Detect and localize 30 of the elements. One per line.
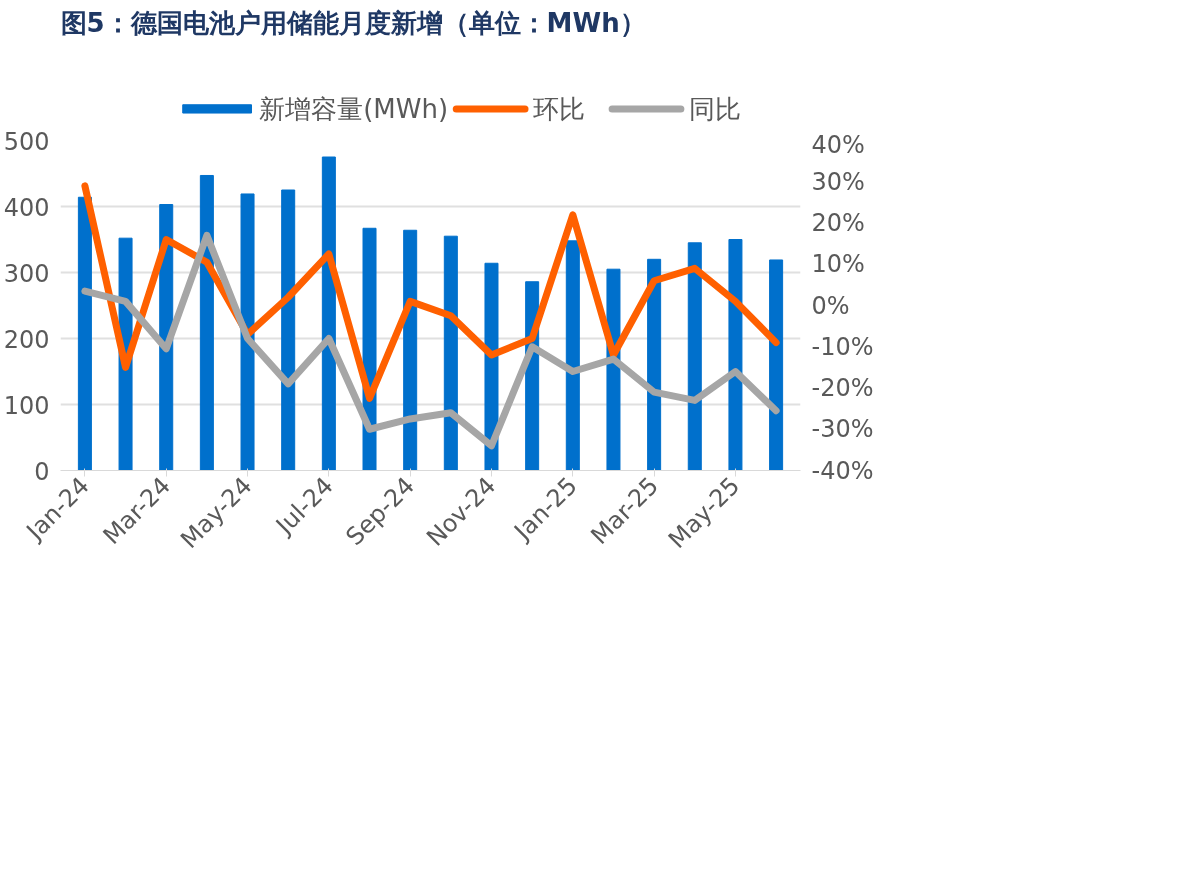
- bar: [565, 240, 580, 471]
- y-tick-label: 200: [3, 325, 50, 354]
- y-tick-label: 400: [3, 193, 50, 222]
- bar: [281, 189, 296, 471]
- y-tick-label: 500: [3, 127, 50, 156]
- bar: [687, 242, 702, 471]
- bar: [77, 196, 92, 471]
- y2-tick-label: 20%: [811, 209, 865, 237]
- bar: [199, 174, 214, 471]
- bar: [484, 262, 499, 471]
- y2-tick-label: -30%: [811, 415, 874, 444]
- y-tick-label: 100: [3, 391, 50, 420]
- y2-tick-label: 10%: [811, 250, 865, 279]
- y2-tick-label: -20%: [811, 374, 874, 402]
- bar: [443, 235, 458, 471]
- legend-label: 同比: [688, 93, 741, 124]
- bar: [403, 229, 418, 471]
- y2-tick-label: 40%: [811, 130, 865, 159]
- y2-tick-label: 0%: [811, 291, 850, 320]
- y2-tick-label: 30%: [811, 167, 865, 196]
- legend-label: 环比: [532, 93, 585, 124]
- legend-label: 新增容量(MWh): [259, 93, 449, 124]
- y2-tick-label: -10%: [811, 332, 874, 361]
- bar: [769, 259, 784, 471]
- chart-title: 图5：德国电池户用储能月度新增（单位：MWh）: [60, 7, 646, 38]
- y-tick-label: 300: [3, 259, 50, 288]
- bar: [728, 239, 743, 471]
- bar: [240, 193, 255, 471]
- y2-tick-label: -40%: [811, 456, 874, 485]
- bar: [647, 258, 662, 471]
